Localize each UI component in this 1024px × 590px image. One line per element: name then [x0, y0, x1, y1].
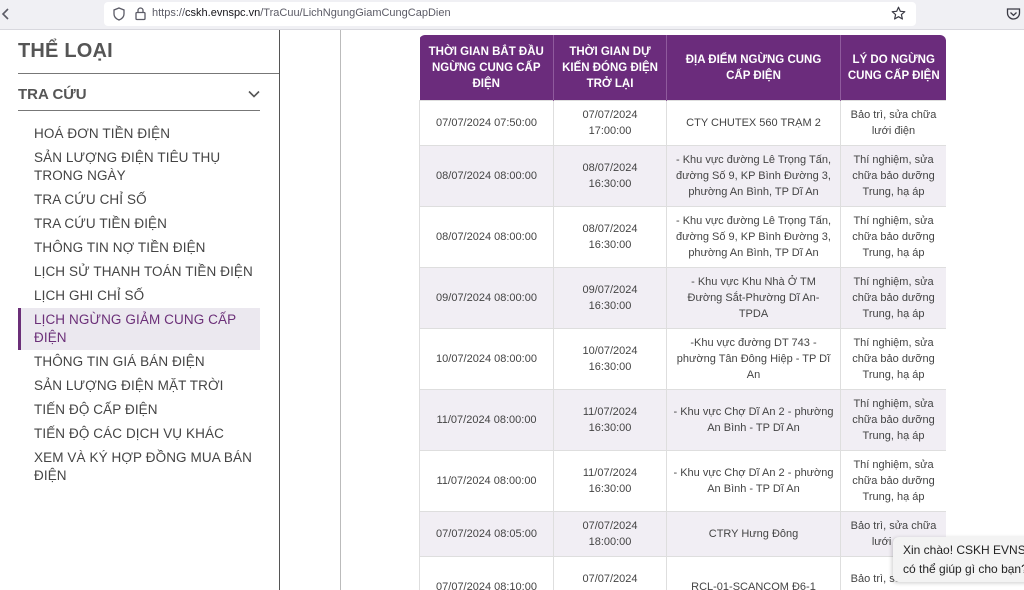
table-row: 10/07/2024 08:00:00 10/07/2024 16:30:00 -K… — [419, 328, 946, 390]
cell-end: 11/07/2024 16:30:00 — [553, 389, 667, 451]
url-text: https://cskh.evnspc.vn/TraCuu/LichNgungG… — [152, 7, 451, 19]
cell-start: 10/07/2024 08:00:00 — [419, 328, 554, 390]
table-row: 08/07/2024 08:00:00 08/07/2024 16:30:00- … — [419, 206, 946, 268]
sidebar-item[interactable]: THÔNG TIN NỢ TIỀN ĐIỆN — [34, 240, 206, 255]
chat-line-2: có thể giúp gì cho bạn? — [903, 562, 1024, 576]
table-header-row: THỜI GIAN BẮT ĐẦU NGỪNG CUNG CẤP ĐIỆN TH… — [419, 35, 946, 101]
sidebar-item[interactable]: TRA CỨU TIỀN ĐIỆN — [34, 216, 167, 231]
category-title: THỂ LOẠI — [18, 40, 113, 62]
url-path: /TraCuu/LichNgungGiamCungCapDien — [260, 7, 451, 19]
table-row: 07/07/2024 08:05:00 07/07/2024 18:00:00 CT… — [419, 511, 946, 557]
table-row: 09/07/2024 08:00:00 09/07/2024 16:30:00- … — [419, 267, 946, 329]
cell-location: - Khu vực Chợ Dĩ An 2 - phường An Bình -… — [666, 389, 841, 451]
pocket-icon[interactable] — [1006, 7, 1021, 21]
cell-location: - Khu vực Khu Nhà Ở TM Đường Sắt-Phường … — [666, 267, 841, 329]
cell-location: - Khu vực đường Lê Trọng Tấn, đường Số 9… — [666, 206, 841, 268]
sidebar-item[interactable]: TIẾN ĐỘ CÁC DỊCH VỤ KHÁC — [34, 426, 224, 441]
sidebar-item[interactable]: TRA CỨU CHỈ SỐ — [34, 192, 147, 207]
chevron-down-icon[interactable] — [247, 89, 261, 99]
cell-end: 08/07/2024 16:30:00 — [553, 206, 667, 268]
divider — [18, 110, 260, 111]
sidebar-menu: HOÁ ĐƠN TIỀN ĐIỆN SẢN LƯỢNG ĐIỆN TIÊU THỤ… — [18, 122, 260, 488]
cell-location: - Khu vực Chợ Dĩ An 2 - phường An Bình -… — [666, 450, 841, 512]
divider — [18, 73, 279, 74]
table-row: 07/07/2024 07:50:00 07/07/2024 17:00:00 CT… — [419, 100, 946, 146]
lock-icon[interactable] — [134, 6, 147, 21]
chat-popup[interactable]: Xin chào! CSKH EVNSPC có thể giúp gì cho… — [893, 537, 1024, 582]
sidebar-item[interactable]: HOÁ ĐƠN TIỀN ĐIỆN — [34, 126, 171, 141]
shield-icon[interactable] — [112, 7, 126, 21]
cell-reason: Thí nghiệm, sửa chữa bảo dưỡng Trung, hạ… — [840, 450, 946, 512]
cell-reason: Thí nghiệm, sửa chữa bảo dưỡng Trung, hạ… — [840, 206, 946, 268]
browser-toolbar: https://cskh.evnspc.vn/TraCuu/LichNgungG… — [0, 0, 1024, 30]
header-reason: LÝ DO NGỪNG CUNG CẤP ĐIỆN — [840, 35, 946, 101]
table-row: 11/07/2024 08:00:00 11/07/2024 16:30:00- … — [419, 389, 946, 451]
sidebar-item[interactable]: XEM VÀ KÝ HỢP ĐỒNG MUA BÁN ĐIỆN — [34, 450, 252, 483]
cell-reason: Bảo trì, sửa chữa lưới điện — [840, 100, 946, 146]
cell-end: 10/07/2024 16:30:00 — [553, 328, 667, 390]
cell-start: 07/07/2024 08:10:00 — [419, 556, 554, 590]
cell-start: 08/07/2024 08:00:00 — [419, 145, 554, 207]
cell-end: 07/07/2024 17:00:00 — [553, 556, 667, 590]
sidebar-item[interactable]: TIẾN ĐỘ CẤP ĐIỆN — [34, 402, 158, 417]
sidebar-item[interactable]: LỊCH NGỪNG GIẢM CUNG CẤP ĐIỆN — [18, 308, 260, 350]
cell-location: -Khu vực đường DT 743 - phường Tân Đông … — [666, 328, 841, 390]
header-start-time: THỜI GIAN BẮT ĐẦU NGỪNG CUNG CẤP ĐIỆN — [419, 35, 554, 101]
url-prefix: https:// — [152, 7, 186, 19]
outage-table: THỜI GIAN BẮT ĐẦU NGỪNG CUNG CẤP ĐIỆN TH… — [419, 35, 946, 590]
header-location: ĐỊA ĐIỂM NGỪNG CUNG CẤP ĐIỆN — [666, 35, 841, 101]
cell-reason: Thí nghiệm, sửa chữa bảo dưỡng Trung, hạ… — [840, 389, 946, 451]
cell-location: CTY CHUTEX 560 TRẠM 2 — [666, 100, 841, 146]
cell-start: 11/07/2024 08:00:00 — [419, 450, 554, 512]
content-divider — [340, 30, 341, 590]
cell-reason: Thí nghiệm, sửa chữa bảo dưỡng Trung, hạ… — [840, 328, 946, 390]
cell-end: 07/07/2024 18:00:00 — [553, 511, 667, 557]
cell-start: 07/07/2024 08:05:00 — [419, 511, 554, 557]
sidebar-divider — [279, 30, 280, 590]
cell-location: RCL-01-SCANCOM Đ6-1 — [666, 556, 841, 590]
sidebar-item[interactable]: SẢN LƯỢNG ĐIỆN MẶT TRỜI — [34, 378, 224, 393]
bookmark-star-icon[interactable] — [891, 6, 906, 21]
sidebar-item[interactable]: LỊCH SỬ THANH TOÁN TIỀN ĐIỆN — [34, 264, 253, 279]
cell-location: - Khu vực đường Lê Trọng Tấn, đường Số 9… — [666, 145, 841, 207]
outage-table-container: THỜI GIAN BẮT ĐẦU NGỪNG CUNG CẤP ĐIỆN TH… — [419, 35, 946, 590]
cell-start: 11/07/2024 08:00:00 — [419, 389, 554, 451]
cell-start: 07/07/2024 07:50:00 — [419, 100, 554, 146]
chat-line-1: Xin chào! CSKH EVNSPC — [903, 543, 1024, 557]
cell-end: 07/07/2024 17:00:00 — [553, 100, 667, 146]
back-arrow-icon[interactable] — [0, 6, 10, 22]
url-host: cskh.evnspc.vn — [185, 7, 261, 19]
cell-location: CTRY Hưng Đông — [666, 511, 841, 557]
header-end-time: THỜI GIAN DỰ KIẾN ĐÓNG ĐIỆN TRỞ LẠI — [553, 35, 667, 101]
section-toggle-label[interactable]: TRA CỨU — [18, 86, 87, 103]
table-row: 11/07/2024 08:00:00 11/07/2024 16:30:00- … — [419, 450, 946, 512]
cell-start: 09/07/2024 08:00:00 — [419, 267, 554, 329]
cell-end: 11/07/2024 16:30:00 — [553, 450, 667, 512]
address-bar[interactable]: https://cskh.evnspc.vn/TraCuu/LichNgungG… — [104, 2, 916, 26]
cell-start: 08/07/2024 08:00:00 — [419, 206, 554, 268]
sidebar-item[interactable]: LỊCH GHI CHỈ SỐ — [34, 288, 145, 303]
sidebar-item[interactable]: THÔNG TIN GIÁ BÁN ĐIỆN — [34, 354, 205, 369]
cell-end: 08/07/2024 16:30:00 — [553, 145, 667, 207]
cell-end: 09/07/2024 16:30:00 — [553, 267, 667, 329]
table-row: 08/07/2024 08:00:00 08/07/2024 16:30:00- … — [419, 145, 946, 207]
cell-reason: Thí nghiệm, sửa chữa bảo dưỡng Trung, hạ… — [840, 145, 946, 207]
sidebar-item[interactable]: SẢN LƯỢNG ĐIỆN TIÊU THỤ TRONG NGÀY — [34, 150, 221, 183]
cell-reason: Thí nghiệm, sửa chữa bảo dưỡng Trung, hạ… — [840, 267, 946, 329]
